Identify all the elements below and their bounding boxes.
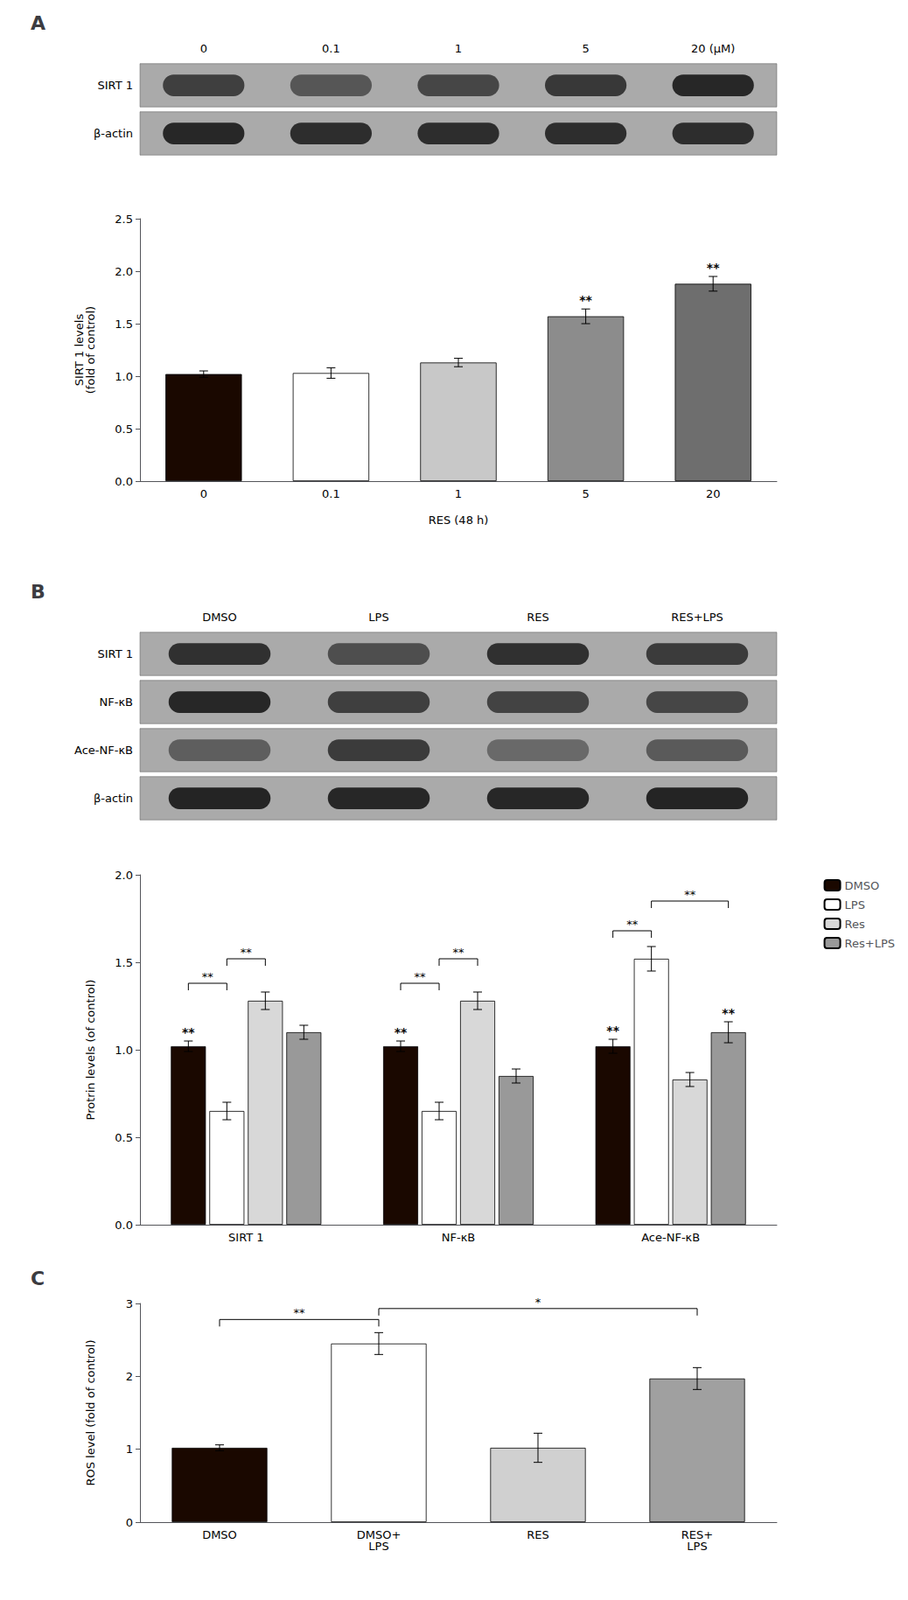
svg-text:**: ** — [202, 970, 215, 984]
svg-text:0.5: 0.5 — [114, 422, 133, 436]
svg-text:LPS: LPS — [368, 610, 389, 624]
svg-text:**: ** — [626, 917, 639, 931]
svg-text:LPS: LPS — [368, 1539, 389, 1553]
svg-text:0: 0 — [200, 487, 208, 501]
svg-text:5: 5 — [581, 487, 589, 501]
svg-text:**: ** — [579, 293, 593, 308]
svg-text:SIRT 1 levels: SIRT 1 levels — [72, 313, 86, 386]
svg-text:*: * — [535, 1295, 542, 1309]
svg-text:Res+LPS: Res+LPS — [845, 936, 895, 950]
svg-text:1.5: 1.5 — [114, 317, 133, 331]
svg-text:2.0: 2.0 — [114, 265, 133, 279]
svg-text:C: C — [30, 1267, 45, 1290]
svg-text:Res: Res — [845, 917, 866, 931]
svg-text:**: ** — [240, 945, 253, 959]
svg-text:1.0: 1.0 — [114, 370, 133, 384]
svg-text:1: 1 — [125, 1442, 133, 1456]
svg-text:RES: RES — [526, 1528, 550, 1542]
svg-text:SIRT 1: SIRT 1 — [228, 1230, 265, 1244]
svg-text:0: 0 — [125, 1515, 133, 1530]
svg-text:**: ** — [181, 1025, 196, 1040]
svg-text:**: ** — [453, 945, 466, 959]
svg-text:Ace-NF-κB: Ace-NF-κB — [641, 1230, 700, 1244]
svg-text:**: ** — [414, 970, 427, 984]
svg-text:2.0: 2.0 — [114, 868, 133, 882]
svg-text:**: ** — [394, 1025, 408, 1040]
svg-text:**: ** — [293, 1306, 307, 1320]
svg-text:5: 5 — [581, 41, 589, 56]
svg-text:β-actin: β-actin — [93, 126, 133, 140]
svg-text:NF-κB: NF-κB — [99, 695, 133, 709]
svg-text:DMSO: DMSO — [202, 1528, 238, 1542]
svg-text:SIRT 1: SIRT 1 — [97, 647, 133, 661]
svg-text:DMSO: DMSO — [202, 610, 238, 624]
svg-text:0.1: 0.1 — [321, 487, 341, 501]
svg-text:**: ** — [721, 1005, 735, 1020]
svg-text:2.5: 2.5 — [114, 212, 133, 226]
svg-text:0: 0 — [200, 41, 208, 56]
svg-text:**: ** — [606, 1023, 620, 1038]
svg-text:0.1: 0.1 — [321, 41, 341, 56]
svg-text:DMSO: DMSO — [845, 879, 881, 893]
svg-text:SIRT 1: SIRT 1 — [97, 78, 133, 92]
svg-text:DMSO+: DMSO+ — [356, 1528, 401, 1542]
svg-text:LPS: LPS — [686, 1539, 707, 1553]
svg-text:2: 2 — [125, 1369, 133, 1383]
svg-text:ROS level (fold of control): ROS level (fold of control) — [83, 1339, 98, 1486]
svg-text:RES (48 h): RES (48 h) — [428, 513, 489, 527]
svg-text:3: 3 — [125, 1297, 133, 1311]
svg-text:A: A — [30, 12, 46, 35]
svg-text:**: ** — [684, 887, 697, 902]
svg-text:RES+LPS: RES+LPS — [670, 610, 724, 624]
svg-text:1.5: 1.5 — [114, 956, 133, 970]
svg-text:0.0: 0.0 — [114, 474, 133, 489]
svg-text:B: B — [30, 580, 46, 603]
svg-text:RES+: RES+ — [681, 1528, 714, 1542]
svg-text:β-actin: β-actin — [93, 791, 133, 805]
svg-text:Protrin levels (of control): Protrin levels (of control) — [83, 979, 98, 1121]
svg-text:0.5: 0.5 — [114, 1131, 133, 1145]
svg-text:0.0: 0.0 — [114, 1218, 133, 1232]
svg-text:LPS: LPS — [845, 898, 866, 912]
svg-text:**: ** — [706, 260, 720, 275]
svg-text:RES: RES — [526, 610, 550, 624]
svg-text:1.0: 1.0 — [114, 1043, 133, 1057]
svg-text:20 (μM): 20 (μM) — [691, 41, 735, 56]
svg-text:Ace-NF-κB: Ace-NF-κB — [74, 743, 133, 757]
svg-text:1: 1 — [454, 41, 462, 56]
svg-text:1: 1 — [454, 487, 462, 501]
svg-text:20: 20 — [705, 487, 721, 501]
svg-text:(fold of control): (fold of control) — [83, 306, 98, 394]
svg-text:NF-κB: NF-κB — [441, 1230, 475, 1244]
